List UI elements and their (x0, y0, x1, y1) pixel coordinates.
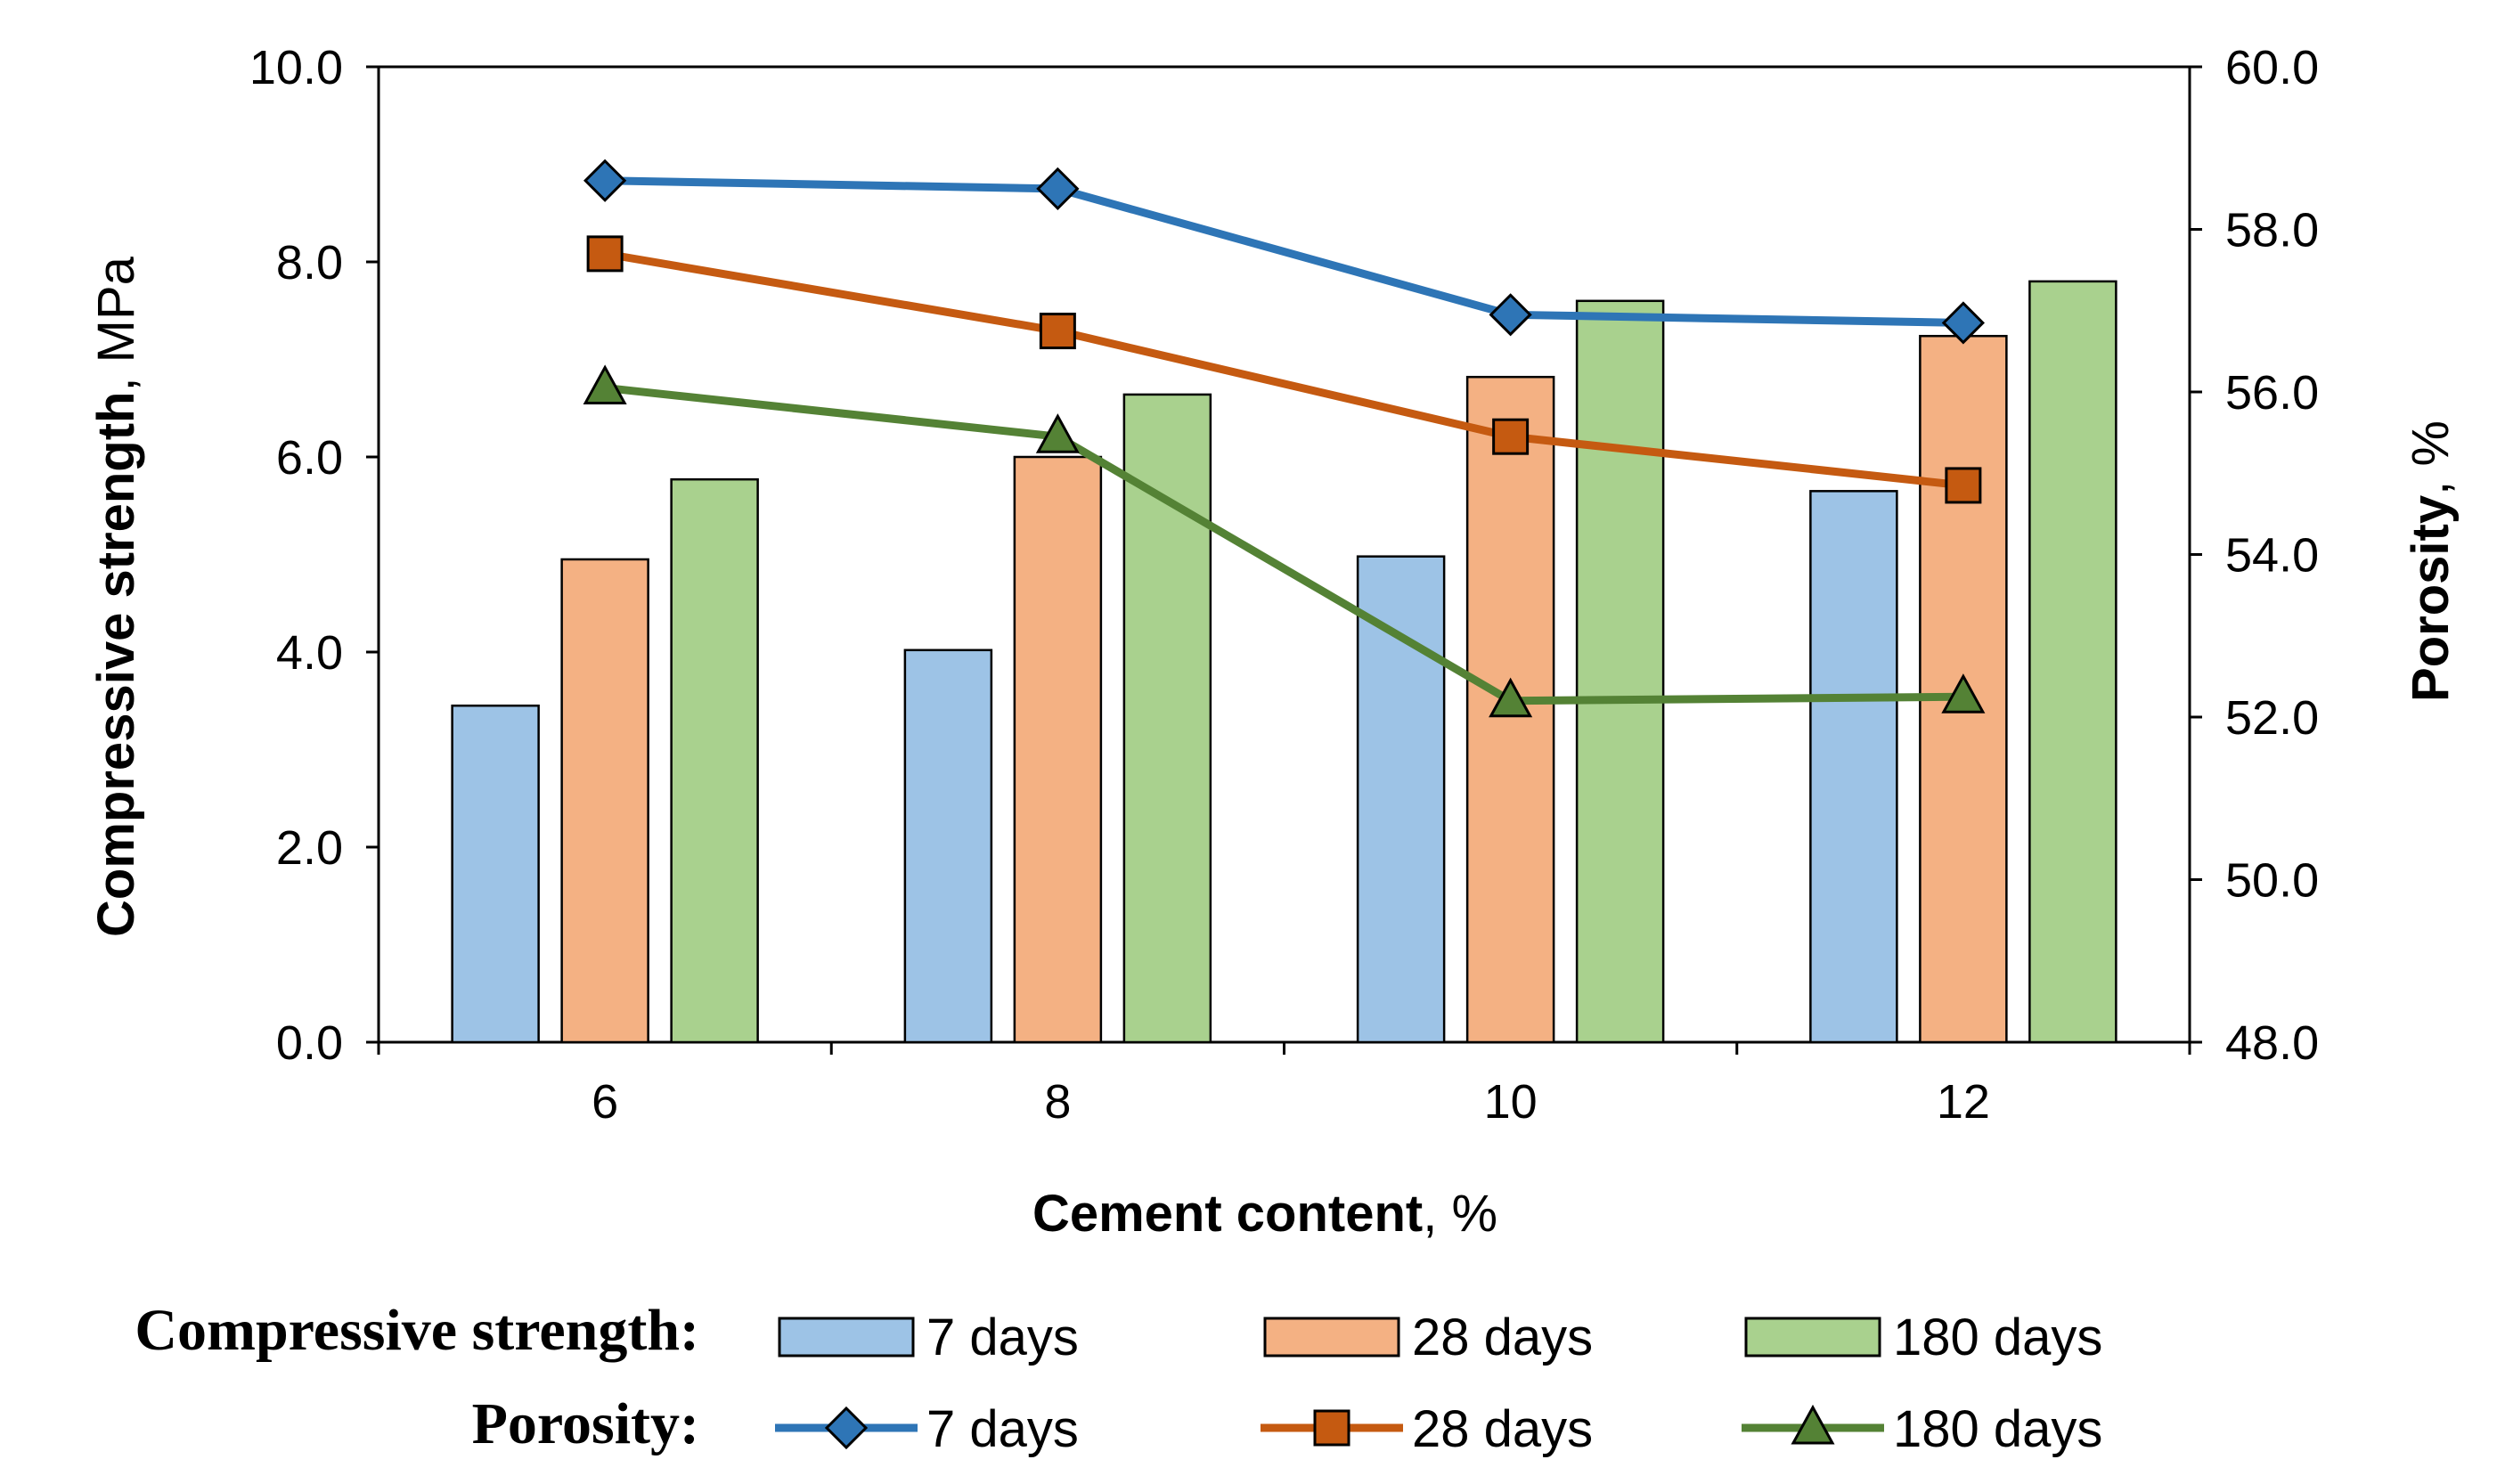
y-right-axis-title: Porosity, % (2402, 420, 2460, 702)
plot-area-border (377, 65, 2191, 1044)
y-left-axis-title-main: Compressive strength (87, 392, 145, 937)
legend-label-line-28-days: 28 days (1412, 1400, 1593, 1458)
porosity-point-7-days-6 (583, 159, 627, 202)
porosity-point-7-days-12 (1941, 301, 1985, 345)
legend-label-line-180-days: 180 days (1893, 1400, 2102, 1458)
bar-180-days-6 (670, 477, 759, 1044)
legend-label-bar-28-days: 28 days (1412, 1309, 1593, 1366)
y-right-tick-label: 52.0 (2225, 691, 2319, 745)
porosity-point-28-days-10 (1492, 418, 1530, 455)
bar-180-days-10 (1575, 299, 1665, 1044)
legend-swatch-bar-7-days (778, 1317, 915, 1358)
y-right-axis-title-unit: , % (2402, 420, 2460, 495)
legend-marker-28-days (1313, 1409, 1350, 1447)
y-left-tick-label: 2.0 (276, 821, 343, 875)
y-left-axis-title: Compressive strength, MPa (87, 256, 145, 937)
y-right-tick-label: 54.0 (2225, 529, 2319, 583)
x-axis-title: Cement content, % (1032, 1185, 1497, 1243)
porosity-line-180-days (604, 383, 1963, 705)
bar-28-days-8 (1013, 455, 1103, 1044)
porosity-point-180-days-8 (1035, 413, 1080, 453)
y-left-tick-label: 0.0 (276, 1016, 343, 1070)
legend-marker-7-days (824, 1406, 869, 1450)
legend-swatch-bar-28-days (1263, 1317, 1400, 1358)
porosity-line-28-days (604, 249, 1964, 490)
x-axis-title-unit: , % (1423, 1185, 1497, 1243)
y-left-tick-label: 6.0 (276, 431, 343, 485)
legend-marker-180-days (1791, 1404, 1835, 1445)
legend-bars-heading: Compressive strength: (135, 1298, 699, 1363)
bar-7-days-10 (1356, 555, 1446, 1044)
y-left-tick-label: 4.0 (276, 626, 343, 680)
y-right-tick-label: 58.0 (2225, 204, 2319, 257)
y-right-tick-label: 50.0 (2225, 854, 2319, 908)
bar-28-days-6 (560, 558, 649, 1044)
legend-swatch-bar-180-days (1744, 1317, 1881, 1358)
bar-180-days-8 (1122, 393, 1212, 1044)
bar-7-days-8 (903, 648, 993, 1044)
x-axis-title-main: Cement content (1032, 1185, 1423, 1243)
porosity-line-7-days (605, 176, 1963, 327)
porosity-point-28-days-12 (1945, 467, 1982, 504)
x-tick-label: 8 (1044, 1075, 1071, 1129)
porosity-point-180-days-12 (1941, 673, 1986, 713)
y-right-tick-label: 60.0 (2225, 41, 2319, 94)
legend: Compressive strength: Porosity: 7 days 28… (135, 1298, 2102, 1458)
legend-label-line-7-days: 7 days (926, 1400, 1079, 1458)
porosity-point-7-days-10 (1489, 293, 1532, 337)
x-tick-label: 12 (1937, 1075, 1990, 1129)
y-left-tick-label: 10.0 (249, 41, 343, 94)
bars (451, 280, 2117, 1044)
y-left-tick-label: 8.0 (276, 236, 343, 289)
legend-lines-heading: Porosity: (472, 1391, 699, 1456)
porosity-point-7-days-8 (1036, 167, 1080, 210)
x-tick-label: 6 (592, 1075, 618, 1129)
y-right-tick-label: 48.0 (2225, 1016, 2319, 1070)
bar-180-days-12 (2028, 280, 2117, 1044)
plot-frame (377, 65, 2191, 1044)
y-right-axis-title-main: Porosity (2402, 495, 2460, 702)
porosity-point-180-days-10 (1489, 677, 1533, 718)
axes: 0.0 2.0 4.0 6.0 8.0 10.0 48.0 50.0 52.0 54.0 56.0 5… (249, 41, 2319, 1129)
bar-7-days-12 (1809, 490, 1898, 1044)
legend-items: 7 days 28 days 180 days 7 days 28 days 180 da… (775, 1309, 2102, 1458)
y-right-tick-label: 56.0 (2225, 366, 2319, 420)
bar-7-days-6 (451, 704, 540, 1044)
bar-28-days-12 (1919, 334, 2008, 1044)
y-left-axis-title-unit: , MPa (87, 256, 145, 391)
porosity-point-28-days-8 (1039, 313, 1076, 350)
x-tick-label: 10 (1484, 1075, 1538, 1129)
porosity-lines (583, 159, 1986, 718)
legend-label-bar-7-days: 7 days (926, 1309, 1079, 1366)
legend-label-bar-180-days: 180 days (1893, 1309, 2102, 1366)
porosity-point-28-days-6 (586, 235, 624, 273)
porosity-point-180-days-6 (583, 364, 627, 404)
